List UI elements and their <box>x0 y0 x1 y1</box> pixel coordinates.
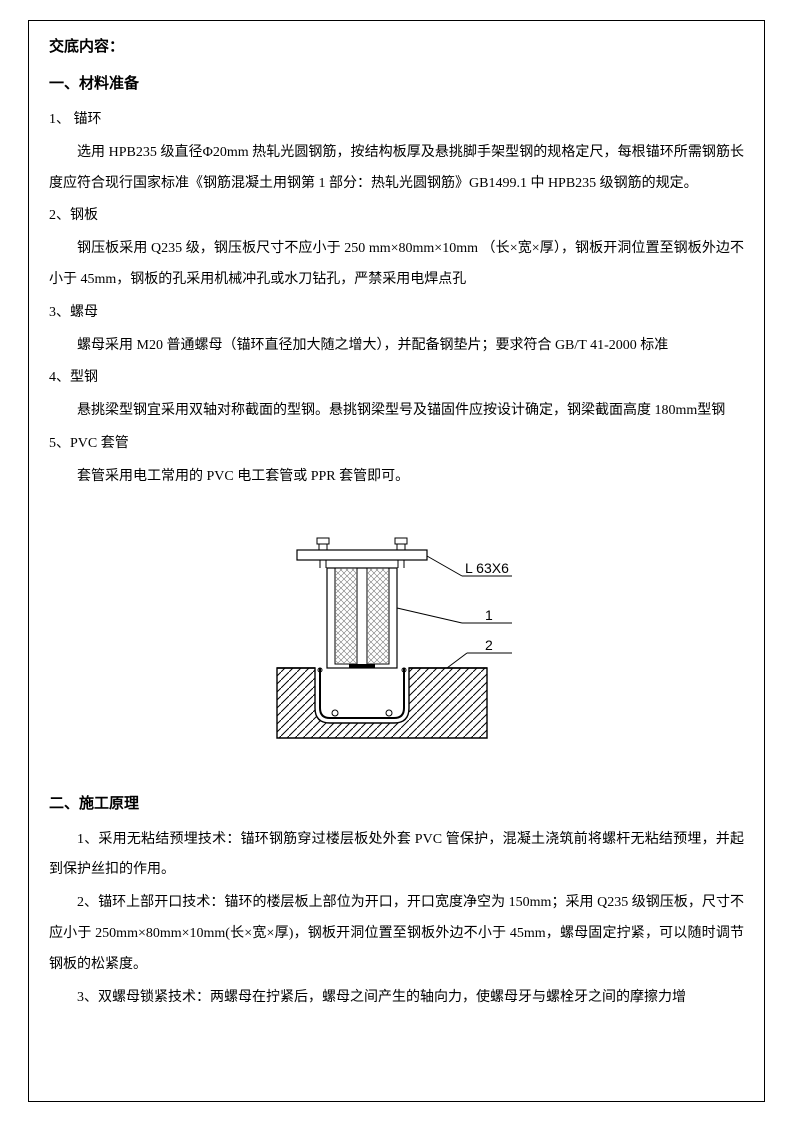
item4-num: 4、型钢 <box>49 363 744 394</box>
item1-text: 选用 HPB235 级直径Φ20mm 热轧光圆钢筋，按结构板厚及悬挑脚手架型钢的… <box>49 138 744 200</box>
concrete-slab <box>277 668 487 738</box>
main-heading: 交底内容： <box>49 31 744 64</box>
anchor-diagram: L 63X6 1 2 <box>257 528 537 758</box>
page-frame: 交底内容： 一、材料准备 1、 锚环 选用 HPB235 级直径Φ20mm 热轧… <box>28 20 765 1102</box>
item5-num: 5、PVC 套管 <box>49 429 744 460</box>
item1-num: 1、 锚环 <box>49 105 744 136</box>
section2-item2: 2、锚环上部开口技术：锚环的楼层板上部位为开口，开口宽度净空为 150mm；采用… <box>49 888 744 980</box>
diagram-container: L 63X6 1 2 <box>49 528 744 758</box>
item2-text: 钢压板采用 Q235 级，钢压板尺寸不应小于 250 mm×80mm×10mm … <box>49 234 744 296</box>
item4-text: 悬挑梁型钢宜采用双轴对称截面的型钢。悬挑钢梁型号及锚固件应按设计确定，钢梁截面高… <box>49 396 744 427</box>
label-angle: L 63X6 <box>465 560 509 576</box>
section2-title: 二、施工原理 <box>49 788 744 821</box>
top-plate <box>297 538 427 568</box>
label-1: 1 <box>485 607 493 623</box>
item5-text: 套管采用电工常用的 PVC 电工套管或 PPR 套管即可。 <box>49 462 744 493</box>
item3-text: 螺母采用 M20 普通螺母（锚环直径加大随之增大），并配备钢垫片；要求符合 GB… <box>49 331 744 362</box>
vertical-sleeves <box>327 568 397 668</box>
section2-item1: 1、采用无粘结预埋技术：锚环钢筋穿过楼层板处外套 PVC 管保护，混凝土浇筑前将… <box>49 825 744 887</box>
label-2: 2 <box>485 637 493 653</box>
labels: L 63X6 1 2 <box>397 556 512 668</box>
section1-title: 一、材料准备 <box>49 68 744 101</box>
item3-num: 3、螺母 <box>49 298 744 329</box>
section2-item3: 3、双螺母锁紧技术：两螺母在拧紧后，螺母之间产生的轴向力，使螺母牙与螺栓牙之间的… <box>49 983 744 1014</box>
item2-num: 2、钢板 <box>49 201 744 232</box>
